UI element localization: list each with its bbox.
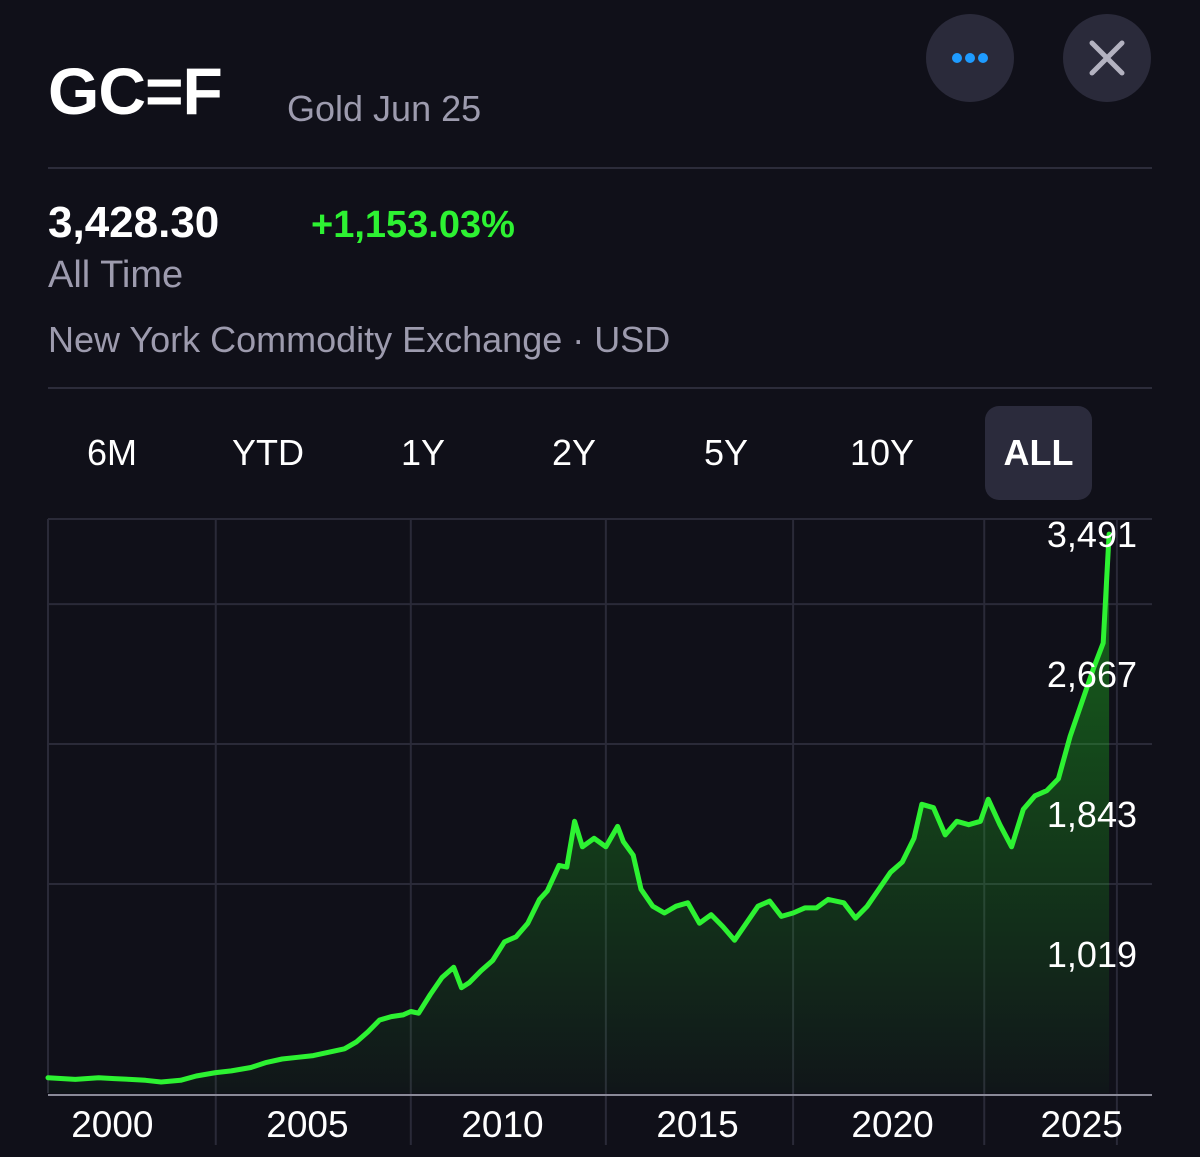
y-tick-label: 3,491 — [1047, 514, 1137, 555]
tab-10y[interactable]: 10Y — [849, 432, 915, 473]
x-tick-label: 2005 — [266, 1104, 348, 1145]
close-icon — [1089, 40, 1125, 76]
price-change: +1,153.03% — [311, 204, 515, 246]
instrument-name: Gold Jun 25 — [287, 88, 482, 129]
x-tick-label: 2020 — [851, 1104, 933, 1145]
x-tick-label: 2010 — [461, 1104, 543, 1145]
y-tick-label: 2,667 — [1047, 654, 1137, 695]
exchange-label: New York Commodity Exchange · USD — [48, 319, 671, 360]
current-price: 3,428.30 — [48, 198, 220, 247]
y-tick-label: 1,019 — [1047, 934, 1137, 975]
header-divider — [48, 167, 1152, 169]
tab-5y[interactable]: 5Y — [703, 432, 749, 473]
price-line — [45, 531, 1112, 1085]
period-label: All Time — [48, 254, 184, 296]
price-area-fill — [48, 534, 1110, 1093]
tab-6m[interactable]: 6M — [86, 432, 137, 473]
close-button[interactable] — [1063, 14, 1151, 102]
tab-all[interactable]: ALL — [985, 406, 1092, 500]
y-tick-label: 1,843 — [1047, 794, 1137, 835]
more-button[interactable] — [926, 14, 1014, 102]
ellipsis-icon — [952, 53, 988, 63]
x-tick-label: 2015 — [656, 1104, 738, 1145]
quote-divider — [48, 387, 1152, 389]
ticker-symbol: GC=F — [48, 54, 223, 128]
x-tick-label: 2025 — [1040, 1104, 1122, 1145]
tab-2y[interactable]: 2Y — [551, 432, 597, 473]
tab-ytd[interactable]: YTD — [232, 432, 304, 473]
tab-1y[interactable]: 1Y — [400, 432, 446, 473]
x-tick-label: 2000 — [71, 1104, 153, 1145]
